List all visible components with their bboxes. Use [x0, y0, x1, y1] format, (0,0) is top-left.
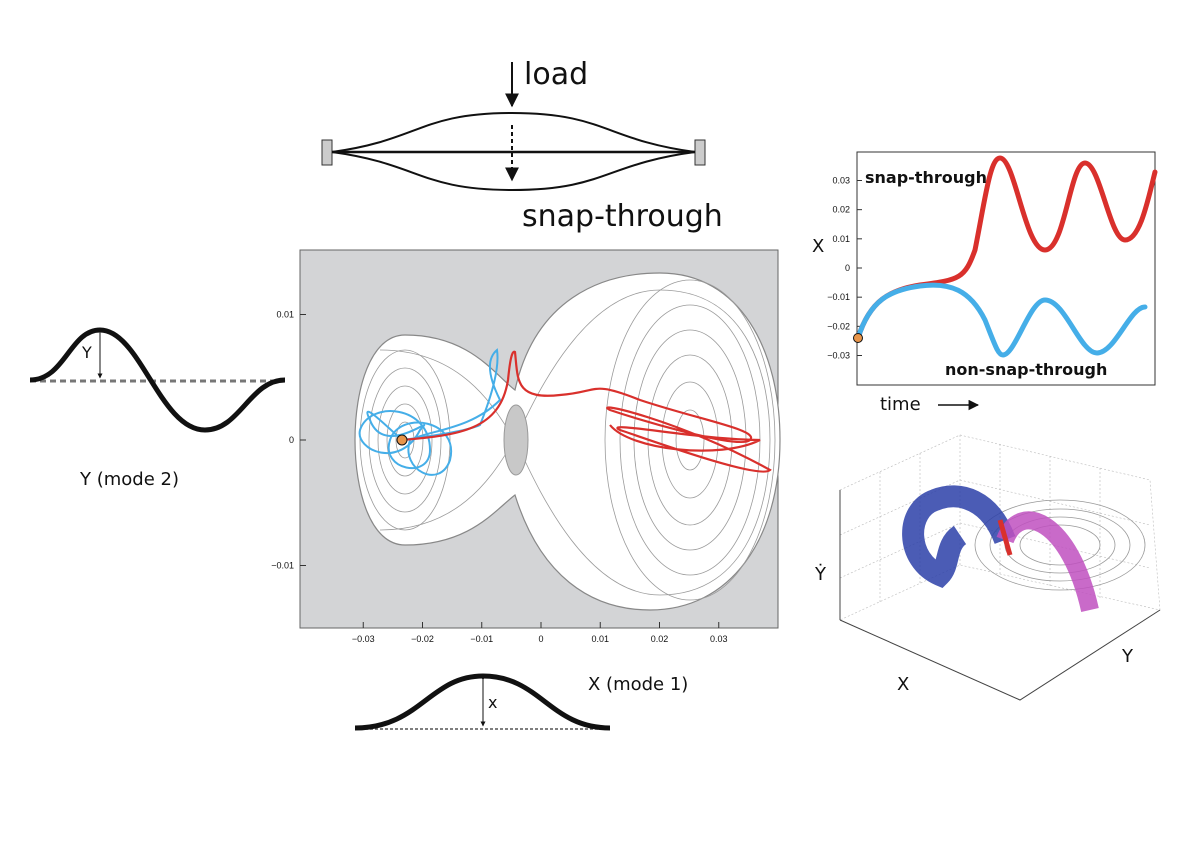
- snap-label: snap-through: [522, 199, 723, 234]
- mode1-label: X (mode 1): [588, 674, 688, 695]
- y-tick-label: 0.03: [832, 175, 850, 185]
- load-label: load: [524, 57, 588, 92]
- y-tick-label: −0.01: [827, 292, 850, 302]
- y-tick-label: 0.01: [832, 234, 850, 244]
- x-tick-label: 0.01: [591, 634, 609, 644]
- y3d-label: Y: [1121, 646, 1134, 667]
- mode2-diagram: [29, 327, 286, 433]
- mode2-label: Y (mode 2): [79, 469, 179, 490]
- series-line: [855, 282, 1148, 358]
- y-tick-label: 0: [289, 435, 294, 445]
- time-x-label: time: [880, 394, 921, 415]
- y-tick-label: −0.02: [827, 321, 850, 331]
- x-tick-label: 0.03: [710, 634, 728, 644]
- mode1-diagram: [354, 673, 611, 731]
- time-y-label: X: [812, 236, 824, 257]
- beam-diagram: [321, 62, 706, 192]
- y-tick-label: 0.02: [832, 205, 850, 215]
- start-point: [853, 333, 863, 343]
- z3d-label: Ẏ: [814, 564, 827, 585]
- phase-plot: [299, 249, 781, 629]
- x-amp-label: x: [488, 693, 497, 712]
- x-tick-label: −0.03: [352, 634, 375, 644]
- series-label: snap-through: [865, 168, 987, 187]
- y-tick-label: 0.01: [276, 310, 294, 320]
- y-tick-label: −0.01: [271, 561, 294, 571]
- y-tick-label: 0: [845, 263, 850, 273]
- plot-3d: [839, 434, 1161, 701]
- y-tick-label: −0.03: [827, 351, 850, 361]
- x-tick-label: −0.02: [411, 634, 434, 644]
- x-tick-label: 0.02: [651, 634, 669, 644]
- x3d-label: X: [897, 674, 909, 695]
- y-amp-label: Y: [81, 343, 92, 362]
- time-plot: [856, 151, 1156, 386]
- series-line: [855, 155, 1158, 341]
- x-tick-label: 0: [538, 634, 543, 644]
- x-tick-label: −0.01: [470, 634, 493, 644]
- series-label: non-snap-through: [945, 360, 1107, 379]
